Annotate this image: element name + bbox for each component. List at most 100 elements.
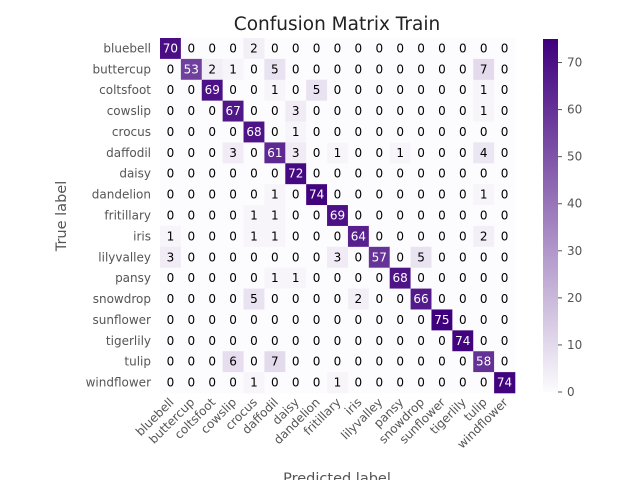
cell-value: 57: [372, 250, 387, 264]
matrix-cell: [222, 79, 244, 101]
cell-value: 0: [229, 313, 237, 327]
cell-value: 0: [375, 355, 383, 369]
cell-value: 0: [375, 313, 383, 327]
cell-value: 0: [438, 104, 446, 118]
cell-value: 0: [229, 188, 237, 202]
matrix-cell: [306, 38, 328, 60]
matrix-cell: [452, 163, 474, 185]
cell-value: 0: [250, 167, 258, 181]
matrix-cell: [452, 38, 474, 60]
cell-value: 0: [396, 167, 404, 181]
matrix-cell: [160, 351, 182, 373]
matrix-cell: [327, 79, 349, 101]
cell-value: 7: [480, 62, 488, 76]
matrix-cell: [410, 267, 432, 289]
matrix-cell: [180, 372, 203, 394]
cell-value: 0: [167, 83, 175, 97]
y-tick-label: tigerlily: [106, 334, 151, 348]
matrix-cell: [347, 100, 370, 122]
matrix-cell: [264, 38, 286, 60]
cell-value: 0: [501, 355, 509, 369]
matrix-cell: [160, 79, 182, 101]
cell-value: 0: [188, 83, 196, 97]
matrix-cell: [368, 38, 391, 60]
cell-value: 53: [184, 62, 199, 76]
matrix-cell: [347, 121, 370, 143]
matrix-cell: [494, 351, 516, 373]
cell-value: 5: [271, 62, 279, 76]
cell-value: 0: [313, 104, 321, 118]
matrix-cell: [243, 351, 265, 373]
matrix-cell: [306, 79, 328, 101]
matrix-cell: [389, 288, 411, 310]
cell-value: 1: [250, 229, 258, 243]
cell-value: 0: [438, 376, 446, 390]
cell-value: 0: [229, 376, 237, 390]
matrix-cell: [452, 205, 474, 227]
matrix-cell: [494, 330, 516, 352]
matrix-cell: [327, 267, 349, 289]
cell-value: 0: [480, 167, 488, 181]
cell-value: 0: [188, 125, 196, 139]
matrix-cell: [410, 142, 432, 164]
cell-value: 0: [208, 146, 216, 160]
matrix-cell: [368, 100, 391, 122]
matrix-cell: [452, 351, 474, 373]
matrix-cell: [180, 121, 203, 143]
cell-value: 0: [417, 146, 425, 160]
matrix-cell: [222, 246, 244, 269]
matrix-cell: [410, 309, 432, 331]
matrix-cell: [327, 372, 349, 394]
cell-value: 0: [334, 167, 342, 181]
matrix-cell: [410, 330, 432, 352]
matrix-cell: [327, 142, 349, 164]
cell-value: 0: [396, 313, 404, 327]
cell-value: 0: [271, 313, 279, 327]
cell-value: 0: [271, 292, 279, 306]
cell-value: 0: [271, 376, 279, 390]
matrix-cell: [327, 225, 349, 248]
y-tick-label: pansy: [115, 271, 151, 285]
colorbar-tick-label: 30: [567, 244, 582, 258]
cell-value: 1: [250, 209, 258, 223]
matrix-cell: [243, 246, 265, 269]
matrix-cell: [327, 309, 349, 331]
matrix-cell: [389, 330, 411, 352]
matrix-cell: [201, 100, 223, 122]
matrix-cell: [473, 225, 495, 248]
cell-value: 0: [396, 104, 404, 118]
cell-value: 0: [355, 146, 363, 160]
cell-value: 0: [250, 104, 258, 118]
cell-value: 0: [355, 125, 363, 139]
cell-value: 0: [313, 292, 321, 306]
cell-value: 0: [417, 334, 425, 348]
cell-value: 74: [497, 376, 512, 390]
cell-value: 0: [459, 313, 467, 327]
cell-value: 0: [417, 209, 425, 223]
matrix-cell: [431, 246, 453, 269]
cell-value: 0: [250, 188, 258, 202]
cell-value: 0: [271, 104, 279, 118]
cell-value: 0: [375, 146, 383, 160]
cell-value: 1: [292, 125, 300, 139]
cell-value: 0: [292, 83, 300, 97]
matrix-cell: [243, 163, 265, 185]
matrix-cell: [431, 142, 453, 164]
cell-value: 0: [188, 167, 196, 181]
matrix-cell: [160, 225, 182, 248]
cell-value: 0: [292, 41, 300, 55]
cell-value: 0: [334, 334, 342, 348]
matrix-cell: [201, 225, 223, 248]
cell-value: 3: [334, 250, 342, 264]
matrix-cell: [180, 142, 203, 164]
cell-value: 0: [417, 313, 425, 327]
matrix-cell: [285, 225, 307, 248]
cell-value: 0: [375, 334, 383, 348]
matrix-cell: [327, 330, 349, 352]
y-tick-label: cowslip: [107, 104, 151, 118]
cell-value: 66: [413, 292, 428, 306]
colorbar-tick-label: 50: [567, 150, 582, 164]
y-tick-label: fritillary: [104, 209, 151, 223]
cell-value: 0: [375, 229, 383, 243]
cell-value: 0: [334, 271, 342, 285]
